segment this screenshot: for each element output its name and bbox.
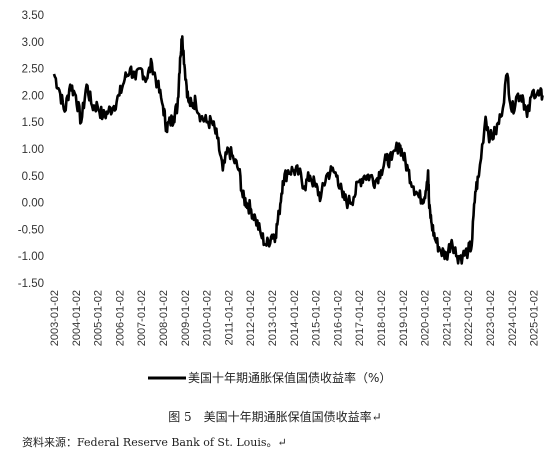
y-tick-label: 0.00	[22, 198, 44, 210]
x-tick-label: 2009-01-02	[180, 290, 192, 346]
x-tick-label: 2013-01-02	[267, 290, 279, 346]
x-tick-label: 2005-01-02	[93, 290, 105, 346]
y-axis-ticks: 3.50 3.00 2.50 2.00 1.50 1.00 0.50 0.00 -0.50 -1.…	[18, 10, 44, 290]
y-tick-label: 0.50	[22, 171, 44, 183]
x-tick-label: 2023-01-02	[485, 290, 497, 346]
x-axis-ticks: 2003-01-02 2004-01-02 2005-01-02 2006-01-02…	[49, 290, 541, 346]
y-tick-label: 2.00	[22, 90, 44, 102]
x-tick-label: 2006-01-02	[114, 290, 126, 346]
legend: 美国十年期通胀保值国债收益率（%）	[148, 370, 391, 385]
y-tick-label: -0.50	[18, 224, 44, 236]
x-tick-label: 2021-01-02	[441, 290, 453, 346]
figure-caption: 图 5 美国十年期通胀保值国债收益率↵	[168, 410, 382, 424]
y-tick-label: 3.00	[22, 37, 44, 49]
y-tick-label: 1.50	[22, 117, 44, 129]
x-tick-label: 2015-01-02	[311, 290, 323, 346]
y-tick-label: 1.00	[22, 144, 44, 156]
y-tick-label: 2.50	[22, 64, 44, 76]
series-line	[52, 35, 544, 265]
x-tick-label: 2018-01-02	[376, 290, 388, 346]
x-tick-label: 2022-01-02	[463, 290, 475, 346]
x-tick-label: 2012-01-02	[245, 290, 257, 346]
x-tick-label: 2014-01-02	[289, 290, 301, 346]
x-tick-label: 2004-01-02	[71, 290, 83, 346]
x-tick-label: 2016-01-02	[332, 290, 344, 346]
x-tick-label: 2003-01-02	[49, 290, 61, 346]
y-tick-label: -1.50	[18, 278, 44, 290]
x-tick-label: 2007-01-02	[136, 290, 148, 346]
x-tick-label: 2019-01-02	[398, 290, 410, 346]
x-tick-label: 2024-01-02	[507, 290, 519, 346]
y-tick-label: -1.00	[18, 251, 44, 263]
source-note: 资料来源：Federal Reserve Bank of St. Louis。↵	[22, 436, 287, 449]
x-tick-label: 2008-01-02	[158, 290, 170, 346]
x-tick-label: 2020-01-02	[420, 290, 432, 346]
x-tick-label: 2017-01-02	[354, 290, 366, 346]
x-tick-label: 2011-01-02	[223, 290, 235, 345]
legend-label: 美国十年期通胀保值国债收益率（%）	[188, 370, 391, 385]
x-tick-label: 2010-01-02	[202, 290, 214, 346]
x-tick-label: 2025-01-02	[529, 290, 541, 346]
y-tick-label: 3.50	[22, 10, 44, 22]
chart: 3.50 3.00 2.50 2.00 1.50 1.00 0.50 0.00 -0.50 -1.…	[18, 10, 544, 385]
